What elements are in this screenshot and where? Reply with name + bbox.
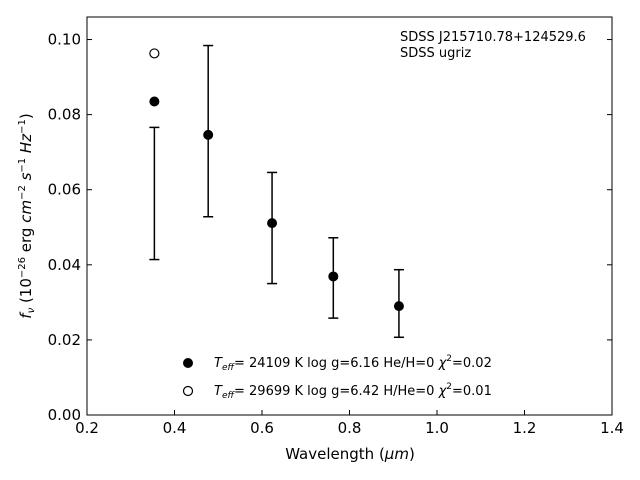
x-tick-label: 0.2 [75,419,99,437]
model-point-open [149,48,160,59]
x-tick-label: 1.4 [600,419,624,437]
y-axis-title: fν (10−26 erg cm−2 s−1 Hz−1) [17,113,37,318]
y-tick-label: 0.08 [48,106,81,124]
x-tick-label: 0.6 [250,419,274,437]
legend-marker-open [182,385,194,397]
x-tick-label: 1.0 [425,419,449,437]
annotation-survey: SDSS ugriz [400,46,471,61]
x-tick-label: 0.8 [338,419,362,437]
y-tick-label: 0.04 [48,256,81,274]
error-bars [149,44,404,339]
model-point-filled [267,218,278,229]
legend-marker-filled [183,358,193,368]
y-tick-label: 0.06 [48,181,81,199]
legend-label-1: Teff= 24109 K log g=6.16 He/H=0 χ2=0.02 [214,354,492,373]
y-tick-label: 0.02 [48,331,81,349]
model-point-filled [149,96,160,107]
y-tick-label: 0.00 [48,406,81,424]
x-axis-title: Wavelength (μm) [285,445,415,463]
x-tick-label: 1.2 [513,419,537,437]
y-tick-label: 0.10 [48,31,81,49]
x-axis-ticks: 0.2 0.4 0.6 0.8 1.0 1.2 1.4 [75,410,624,437]
data-points [149,48,404,312]
model-point-filled [328,271,339,282]
model-point-filled [203,129,214,140]
x-tick-label: 0.4 [163,419,187,437]
annotation-object-name: SDSS J215710.78+124529.6 [400,30,586,45]
legend-label-2: Teff= 29699 K log g=6.42 H/He=0 χ2=0.01 [214,382,492,401]
legend: Teff= 24109 K log g=6.16 He/H=0 χ2=0.02 … [182,354,492,401]
y-axis-ticks: 0.00 0.02 0.04 0.06 0.08 0.10 [48,31,612,424]
model-point-filled [393,301,404,312]
